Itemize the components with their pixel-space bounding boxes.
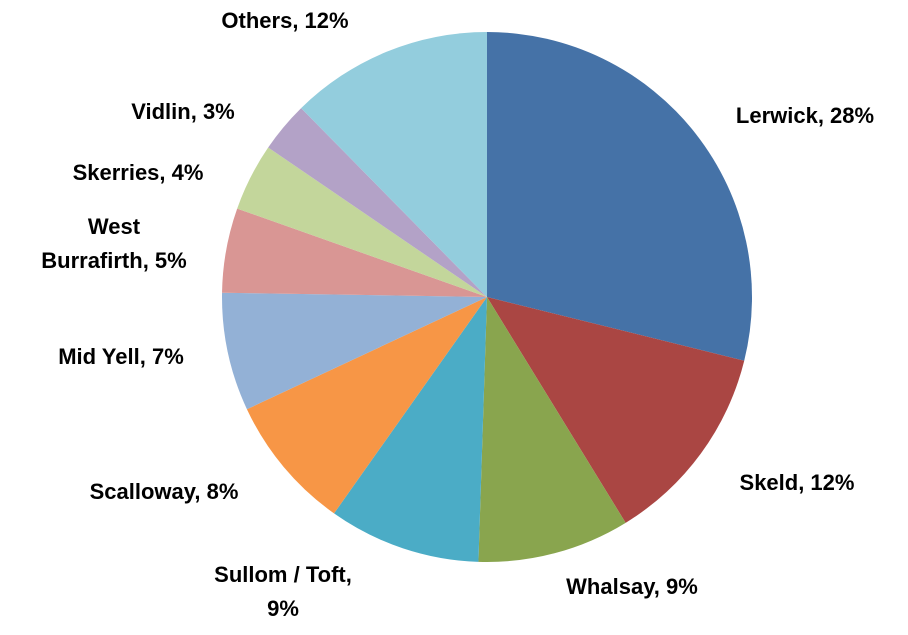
data-label: Skerries, 4%	[73, 160, 204, 185]
pie-slice	[222, 292, 488, 410]
data-label: Lerwick, 28%	[736, 103, 874, 128]
data-label: Vidlin, 3%	[131, 99, 235, 124]
data-label: West	[88, 214, 141, 239]
pie-slice	[487, 32, 752, 361]
data-label: Mid Yell, 7%	[58, 344, 184, 369]
pie-slice	[478, 297, 626, 563]
data-label: Whalsay, 9%	[566, 574, 698, 599]
data-label: Sullom / Toft,	[214, 562, 352, 587]
pie-slice	[237, 147, 487, 297]
data-label: Scalloway, 8%	[90, 479, 239, 504]
pie-slice	[334, 297, 487, 562]
data-label: 9%	[267, 596, 299, 621]
pie-slice	[301, 32, 487, 297]
pie-slice	[268, 108, 487, 297]
data-label: Others, 12%	[221, 8, 348, 33]
pie-slice	[246, 297, 487, 514]
pie-slice	[222, 208, 488, 297]
data-label: Skeld, 12%	[740, 470, 855, 495]
data-label: Burrafirth, 5%	[41, 248, 186, 273]
pie-slice	[487, 297, 745, 523]
